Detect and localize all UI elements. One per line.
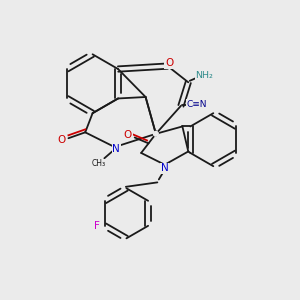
Text: NH₂: NH₂ xyxy=(196,71,213,80)
Text: C≡N: C≡N xyxy=(187,100,207,109)
Text: O: O xyxy=(58,135,66,145)
Text: CH₃: CH₃ xyxy=(92,159,106,168)
Text: N: N xyxy=(161,163,169,173)
Circle shape xyxy=(154,131,158,136)
Text: O: O xyxy=(165,58,173,68)
Text: F: F xyxy=(94,221,100,231)
Text: O: O xyxy=(124,130,132,140)
Text: N: N xyxy=(112,143,120,154)
